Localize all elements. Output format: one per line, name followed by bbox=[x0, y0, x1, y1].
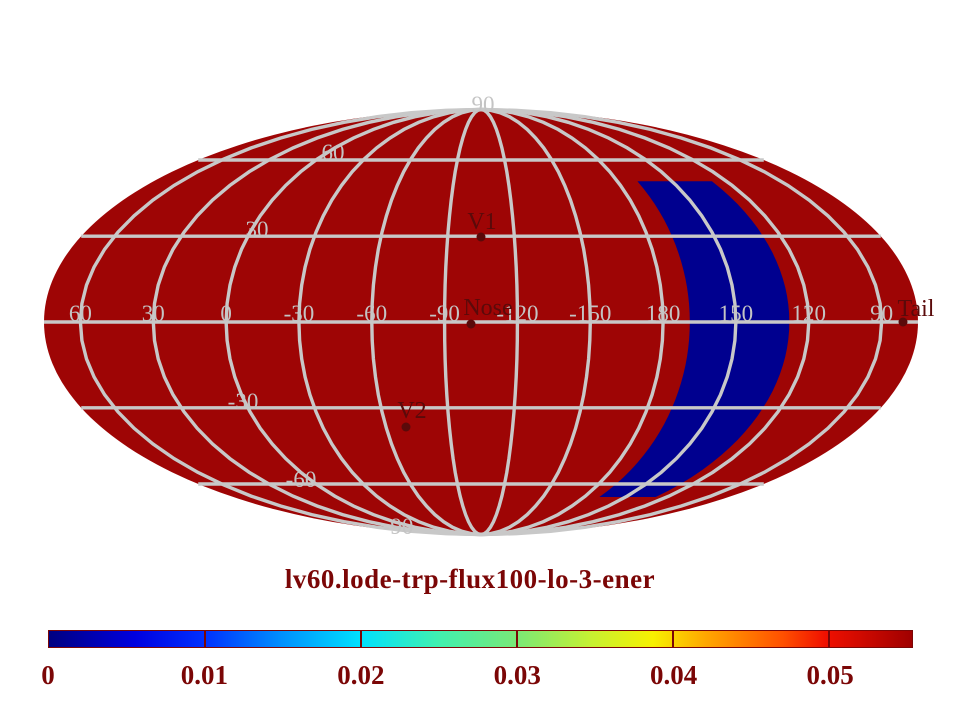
longitude-label: -30 bbox=[284, 301, 315, 326]
chart-title: lv60.lode-trp-flux100-lo-3-ener bbox=[284, 564, 656, 594]
colorbar-tick-labels: 0 0.01 0.02 0.03 0.04 0.05 bbox=[0, 660, 960, 700]
colorbar-tick-label: 0.02 bbox=[337, 660, 385, 690]
marker-dot-v2 bbox=[401, 422, 411, 432]
longitude-label: 120 bbox=[792, 301, 827, 326]
longitude-label: 30 bbox=[142, 301, 165, 326]
longitude-label: -150 bbox=[569, 301, 611, 326]
graticule-meridian bbox=[480, 107, 520, 537]
marker-label-nose: Nose bbox=[463, 295, 512, 321]
marker-dot-v1 bbox=[476, 232, 486, 242]
colorbar-tick bbox=[516, 631, 519, 647]
longitude-label: 150 bbox=[719, 301, 754, 326]
colorbar-tick bbox=[204, 631, 207, 647]
graticule-meridian bbox=[224, 107, 482, 537]
colorbar-tick bbox=[672, 631, 675, 647]
latitude-label: 30 bbox=[246, 217, 269, 242]
longitude-label: 180 bbox=[646, 301, 681, 326]
longitude-label: -120 bbox=[496, 301, 538, 326]
colorbar-tick-label: 0 bbox=[41, 660, 55, 690]
graticule-meridian bbox=[78, 107, 482, 537]
colorbar-gradient bbox=[48, 630, 913, 648]
colorbar bbox=[48, 630, 913, 648]
marker-dot-nose bbox=[466, 319, 476, 329]
marker-dot-tail bbox=[898, 317, 908, 327]
latitude-label: 90 bbox=[472, 92, 495, 117]
latitude-label: 60 bbox=[322, 140, 345, 165]
latitude-label: -60 bbox=[286, 467, 317, 492]
latitude-label: -30 bbox=[228, 389, 259, 414]
colorbar-tick-label: 0.04 bbox=[650, 660, 698, 690]
sky-map: 60 30 0 -30 -60 -90 -120 -150 180 150 120 90 90 60 30 -… bbox=[44, 92, 935, 539]
graticule-meridian bbox=[480, 107, 884, 537]
colorbar-tick-label: 0.05 bbox=[806, 660, 854, 690]
graticule-meridian bbox=[480, 107, 738, 537]
longitude-label: 90 bbox=[870, 301, 893, 326]
longitude-label: 0 bbox=[220, 301, 232, 326]
graticule-meridian bbox=[480, 107, 811, 537]
longitude-label: -60 bbox=[356, 301, 387, 326]
graticule-meridian bbox=[297, 107, 482, 537]
graticule-meridian bbox=[442, 107, 482, 537]
longitude-label: 60 bbox=[69, 301, 92, 326]
longitude-label: -90 bbox=[429, 301, 460, 326]
marker-label-v1: V1 bbox=[467, 209, 496, 235]
graticule-meridian bbox=[480, 107, 593, 537]
colorbar-tick bbox=[828, 631, 831, 647]
colorbar-tick-label: 0.03 bbox=[493, 660, 541, 690]
graticule-meridian bbox=[151, 107, 482, 537]
low-flux-region bbox=[599, 181, 790, 497]
colorbar-tick-label: 0.01 bbox=[180, 660, 229, 690]
colorbar-tick bbox=[360, 631, 363, 647]
graticule-meridian bbox=[370, 107, 482, 537]
marker-label-v2: V2 bbox=[397, 398, 426, 424]
latitude-label: -90 bbox=[383, 514, 414, 539]
graticule-meridian bbox=[480, 107, 665, 537]
